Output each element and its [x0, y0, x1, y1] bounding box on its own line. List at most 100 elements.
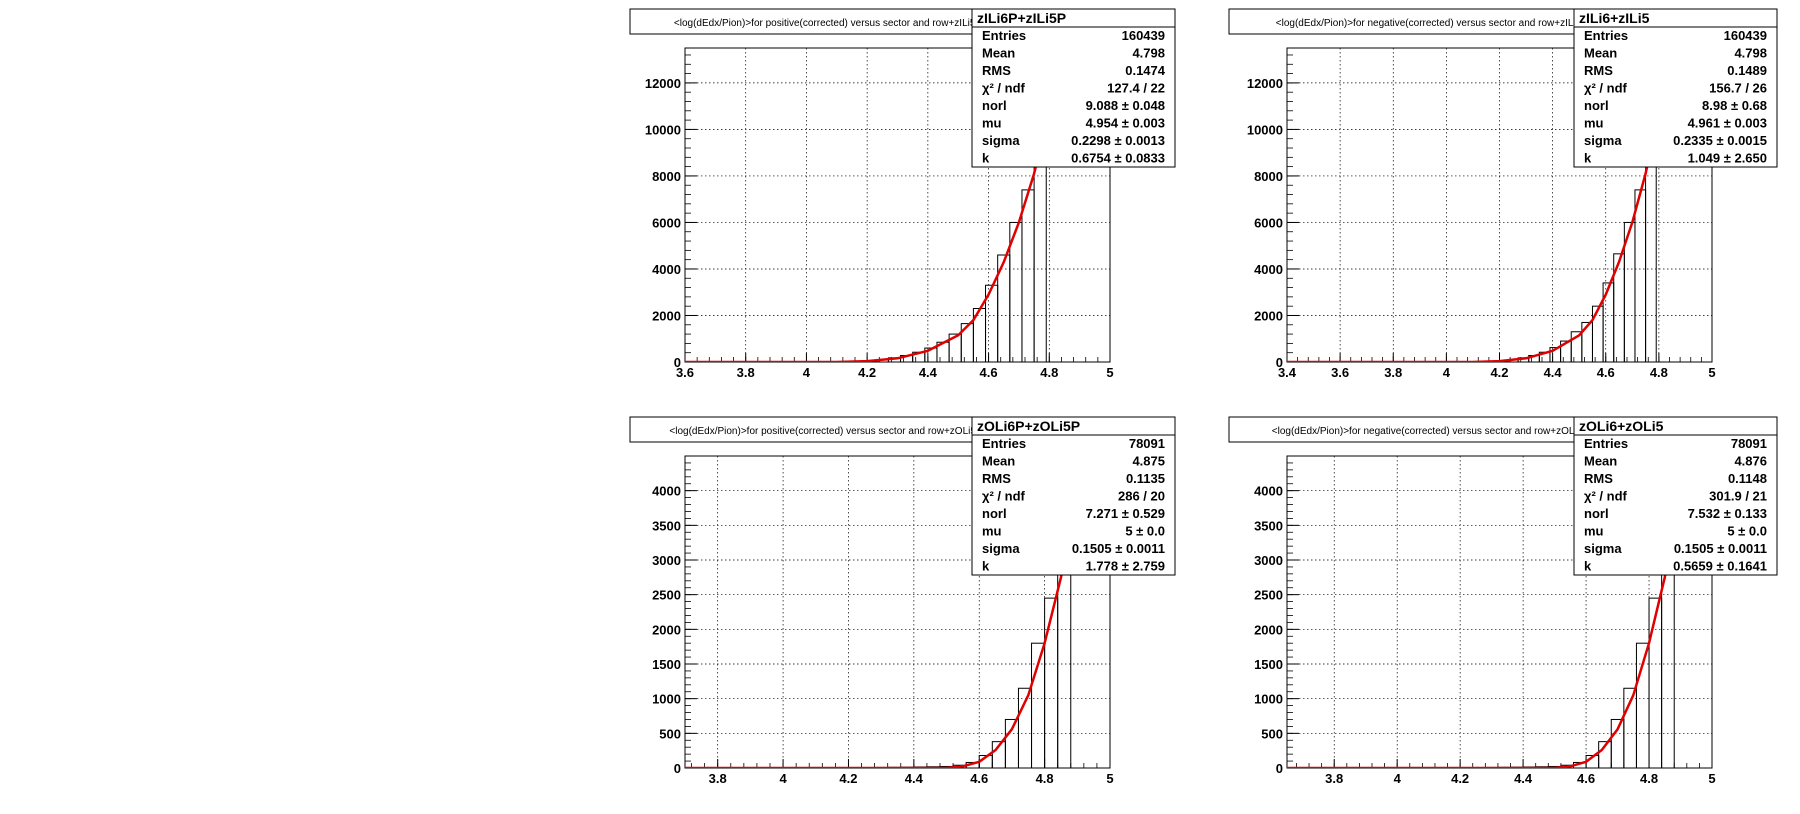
stats-label: sigma	[982, 133, 1020, 148]
stats-label: χ² / ndf	[1584, 489, 1628, 504]
stats-label: k	[982, 559, 990, 574]
x-tick-label: 5	[1708, 771, 1715, 786]
x-tick-label: 4.4	[919, 365, 938, 380]
stats-label: RMS	[1584, 471, 1613, 486]
x-tick-label: 4	[779, 771, 787, 786]
y-tick-label: 500	[659, 726, 681, 741]
stats-box	[971, 8, 1176, 168]
stats-value: 78091	[1731, 436, 1767, 451]
chart-title: <log(dEdx/Pion)>for positive(corrected) …	[674, 18, 983, 29]
stats-value: 4.798	[1734, 46, 1767, 61]
stats-name: zOLi6+zOLi5	[1579, 418, 1664, 434]
fit-curve	[685, 112, 1051, 362]
x-tick-label: 5	[1708, 365, 1715, 380]
chart-title: <log(dEdx/Pion)>for negative(corrected) …	[1272, 426, 1583, 437]
stats-label: sigma	[982, 541, 1020, 556]
stats-value: 0.1505 ± 0.0011	[1674, 541, 1767, 556]
x-tick-label: 4.2	[1490, 365, 1508, 380]
stats-value: 7.532 ± 0.133	[1688, 506, 1767, 521]
x-tick-label: 4	[1394, 771, 1402, 786]
stats-label: Mean	[1584, 46, 1617, 61]
stats-label: norl	[1584, 98, 1609, 113]
x-tick-label: 4	[803, 365, 811, 380]
stats-label: mu	[982, 524, 1002, 539]
x-tick-label: 4	[1443, 365, 1451, 380]
y-tick-label: 0	[674, 355, 681, 370]
stats-value: 0.2335 ± 0.0015	[1673, 133, 1767, 148]
fit-curve	[1287, 112, 1661, 362]
y-tick-label: 1500	[1254, 657, 1283, 672]
stats-label: Entries	[982, 436, 1026, 451]
y-tick-label: 2000	[1254, 622, 1283, 637]
x-tick-label: 4.6	[1577, 771, 1595, 786]
x-tick-label: 4.6	[980, 365, 998, 380]
y-tick-label: 2000	[1254, 308, 1283, 323]
stats-label: RMS	[1584, 63, 1613, 78]
chart-panel-2: 3.4 3.6 3.8 4 4.2 4.4 4.6 4.8 5 0 2000 4000 6000 8000…	[1228, 8, 1778, 380]
stats-label: sigma	[1584, 541, 1622, 556]
stats-value: 0.1505 ± 0.0011	[1072, 541, 1165, 556]
x-tick-label: 5	[1106, 771, 1113, 786]
stats-label: sigma	[1584, 133, 1622, 148]
fit-curve	[1287, 497, 1682, 768]
stats-value: 5 ± 0.0	[1125, 524, 1165, 539]
y-tick-label: 3000	[1254, 553, 1283, 568]
stats-value: 4.876	[1734, 454, 1767, 469]
y-tick-label: 0	[1276, 355, 1283, 370]
y-tick-label: 3500	[652, 518, 681, 533]
stats-label: RMS	[982, 471, 1011, 486]
stats-box	[1573, 8, 1778, 168]
stats-label: k	[982, 151, 990, 166]
stats-value: 4.961 ± 0.003	[1688, 116, 1767, 131]
x-tick-label: 4.8	[1650, 365, 1668, 380]
y-tick-label: 2000	[652, 622, 681, 637]
stats-value: 78091	[1129, 436, 1165, 451]
x-tick-label: 4.8	[1040, 365, 1058, 380]
y-tick-label: 1500	[652, 657, 681, 672]
stats-label: Entries	[982, 28, 1026, 43]
stats-value: 4.798	[1132, 46, 1165, 61]
x-tick-label: 4.4	[1544, 365, 1563, 380]
stats-value: 4.875	[1132, 454, 1165, 469]
y-tick-label: 2500	[1254, 588, 1283, 603]
x-tick-label: 4.6	[1597, 365, 1615, 380]
y-tick-label: 3000	[652, 553, 681, 568]
y-tick-label: 6000	[1254, 215, 1283, 230]
chart-title: <log(dEdx/Pion)>for positive(corrected) …	[669, 426, 983, 437]
stats-value: 1.049 ± 2.650	[1688, 151, 1767, 166]
x-tick-label: 4.2	[1451, 771, 1469, 786]
stats-value: 5 ± 0.0	[1727, 524, 1767, 539]
stats-label: Mean	[982, 454, 1015, 469]
y-tick-label: 4000	[1254, 484, 1283, 499]
stats-box	[971, 416, 1176, 576]
stats-label: k	[1584, 559, 1592, 574]
x-tick-label: 3.8	[737, 365, 755, 380]
stats-label: χ² / ndf	[1584, 81, 1628, 96]
y-tick-label: 4000	[1254, 262, 1283, 277]
x-tick-label: 3.6	[676, 365, 694, 380]
chart-panel-3: 3.8 4 4.2 4.4 4.6 4.8 5 0 500 1000 1500 2000 2500 300…	[629, 416, 1176, 786]
stats-label: norl	[982, 506, 1007, 521]
y-tick-label: 12000	[645, 76, 681, 91]
y-tick-label: 0	[674, 761, 681, 776]
y-tick-label: 8000	[1254, 169, 1283, 184]
stats-name: zOLi6P+zOLi5P	[977, 418, 1080, 434]
stats-value: 8.98 ± 0.68	[1702, 98, 1767, 113]
y-tick-label: 8000	[652, 169, 681, 184]
stats-value: 0.1148	[1728, 471, 1767, 486]
stats-label: χ² / ndf	[982, 81, 1026, 96]
stats-value: 301.9 / 21	[1709, 489, 1767, 504]
stats-label: Mean	[982, 46, 1015, 61]
stats-value: 286 / 20	[1118, 489, 1165, 504]
stats-value: 9.088 ± 0.048	[1086, 98, 1165, 113]
stats-label: norl	[1584, 506, 1609, 521]
title-box	[1228, 416, 1626, 443]
y-tick-label: 2000	[652, 308, 681, 323]
x-tick-label: 4.4	[1514, 771, 1533, 786]
y-tick-label: 4000	[652, 262, 681, 277]
y-tick-label: 2500	[652, 588, 681, 603]
stats-value: 1.778 ± 2.759	[1086, 559, 1165, 574]
stats-value: 160439	[1724, 28, 1767, 43]
stats-label: mu	[982, 116, 1002, 131]
